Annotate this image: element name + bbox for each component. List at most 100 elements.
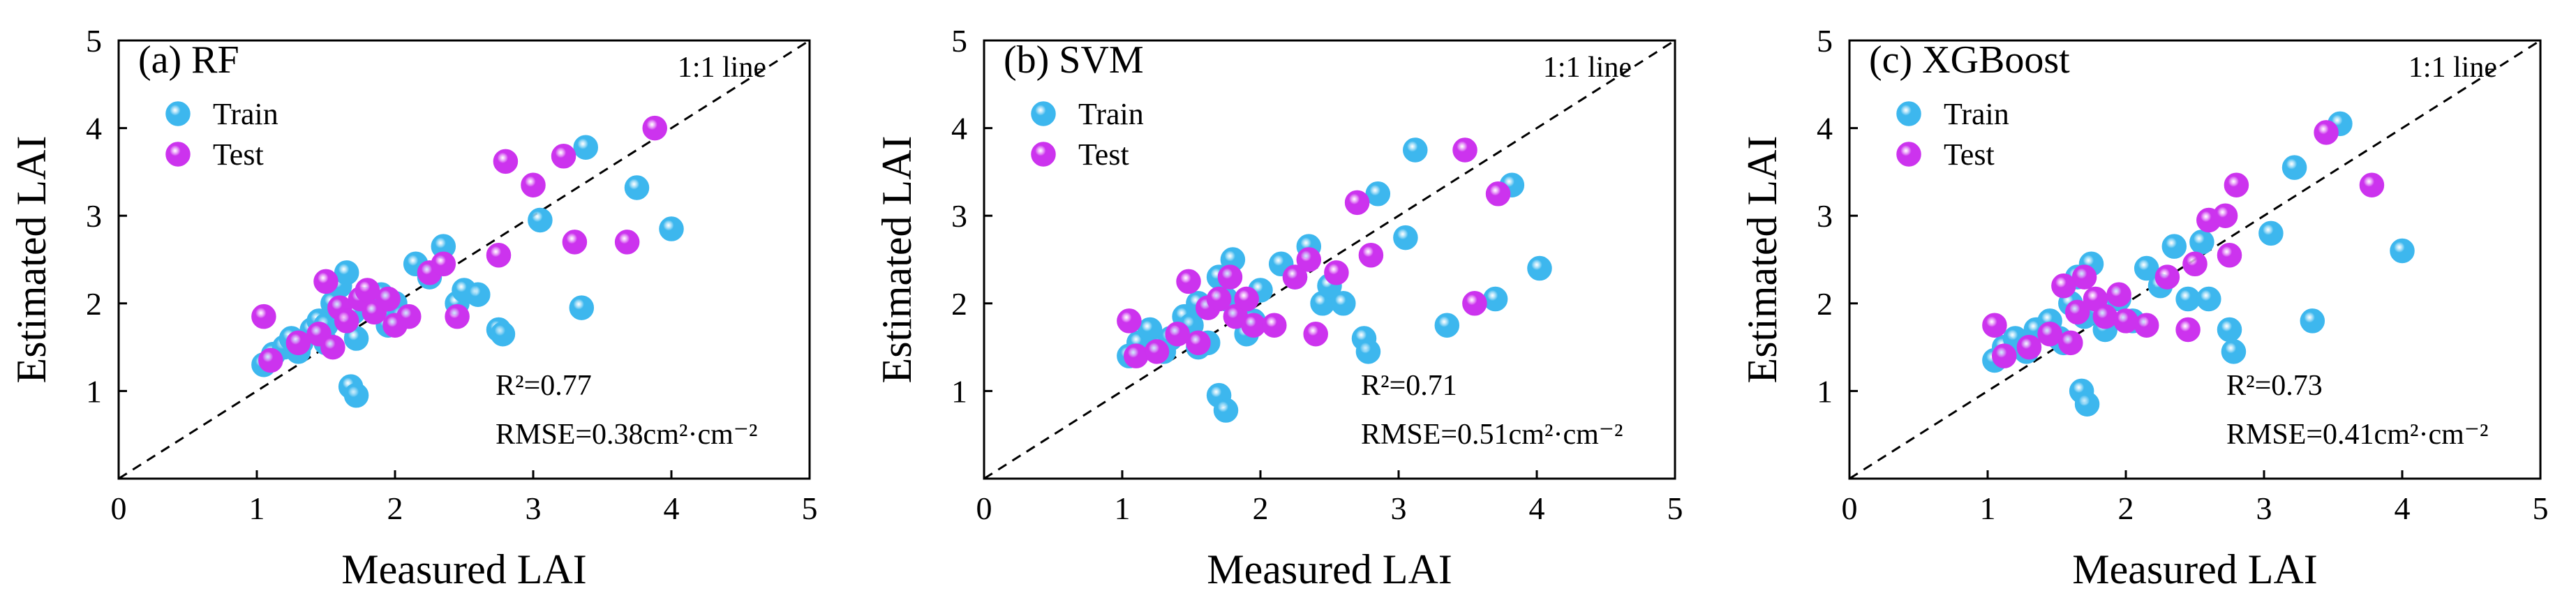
data-point-test (2051, 273, 2076, 299)
y-axis-label: Estimated LAI (874, 136, 920, 384)
panel-svm: 0 1 2 3 4 5 1 2 3 4 5 Measured LAI Estimated LAI (b) … (874, 23, 1683, 592)
plot-frame (1848, 39, 2542, 480)
data-point-train (2161, 234, 2187, 259)
legend-marker-train (165, 101, 191, 126)
data-point-test (320, 334, 345, 360)
y-tick-label: 1 (951, 373, 967, 409)
data-point-train (573, 135, 598, 160)
data-point-test (285, 330, 311, 356)
series-test (1117, 137, 1511, 368)
data-point-test (1296, 247, 1322, 272)
legend-label-train: Train (1078, 97, 1144, 131)
data-point-test (1452, 137, 1477, 163)
x-tick-label: 3 (1391, 491, 1407, 526)
data-point-test (334, 308, 359, 334)
data-point-test (396, 304, 422, 329)
x-tick-label: 1 (249, 491, 265, 526)
data-point-train (2074, 391, 2100, 417)
y-tick-label: 3 (951, 198, 967, 234)
plot-frame (117, 39, 811, 480)
data-point-test (551, 144, 576, 169)
y-axis-label: Estimated LAI (1739, 136, 1785, 384)
series-train (251, 135, 684, 408)
data-point-test (1262, 313, 1287, 338)
x-tick-label: 4 (664, 491, 680, 526)
series-test (1982, 120, 2385, 368)
data-point-test (2058, 330, 2083, 356)
x-tick-label: 2 (1253, 491, 1269, 526)
data-point-test (2071, 264, 2097, 290)
x-tick-label: 2 (387, 491, 403, 526)
data-point-train (1331, 291, 1356, 316)
data-point-test (2217, 242, 2242, 268)
data-point-test (2106, 282, 2131, 307)
x-tick-label: 5 (1667, 491, 1683, 526)
data-point-test (1485, 181, 1511, 207)
data-point-train (1527, 255, 1552, 281)
data-point-test (1234, 286, 1259, 312)
y-tick-label: 5 (1817, 23, 1833, 59)
data-point-test (1358, 242, 1384, 268)
data-point-test (521, 172, 546, 197)
data-point-test (2064, 299, 2090, 325)
rmse-annotation: RMSE=0.51cm²·cm⁻² (1361, 419, 1623, 451)
data-point-test (1462, 291, 1487, 316)
data-point-train (490, 322, 516, 347)
r2-annotation: R²=0.71 (1361, 370, 1457, 402)
data-point-train (2196, 286, 2221, 312)
data-point-test (2092, 304, 2118, 329)
legend-marker-test (1031, 142, 1056, 167)
legend-label-test: Test (1944, 137, 1995, 172)
data-point-test (445, 304, 470, 329)
x-tick-label: 0 (976, 491, 992, 526)
data-point-train (334, 260, 359, 285)
legend-marker-train (1896, 101, 1921, 126)
data-point-train (1355, 339, 1381, 364)
x-tick-label: 5 (2533, 491, 2549, 526)
data-point-train (1213, 398, 1239, 423)
rmse-annotation: RMSE=0.41cm²·cm⁻² (2226, 419, 2489, 451)
data-point-test (2175, 317, 2201, 343)
data-point-test (1206, 286, 1232, 312)
panel-title: (c) XGBoost (1869, 38, 2070, 82)
data-point-train (2189, 230, 2214, 255)
data-point-test (2224, 172, 2249, 197)
data-point-train (569, 295, 595, 320)
data-point-test (2037, 322, 2062, 347)
data-point-test (355, 278, 380, 303)
x-tick-label: 0 (111, 491, 127, 526)
data-point-train (2217, 317, 2242, 343)
plot-frame (983, 39, 1676, 480)
y-axis-label: Estimated LAI (8, 136, 54, 384)
data-point-test (486, 242, 512, 268)
data-point-test (1324, 260, 1349, 285)
data-point-train (466, 282, 491, 307)
x-tick-label: 4 (2395, 491, 2411, 526)
data-point-test (493, 149, 519, 174)
legend-label-train: Train (213, 97, 278, 131)
y-tick-label: 2 (1817, 286, 1833, 322)
x-tick-label: 5 (802, 491, 818, 526)
data-point-test (1117, 308, 1142, 334)
panel-xgboost: 0 1 2 3 4 5 1 2 3 4 5 Measured LAI Estimated LAI (c) … (1739, 23, 2549, 592)
panel-title: (b) SVM (1004, 38, 1144, 82)
y-tick-label: 3 (86, 198, 102, 234)
y-tick-label: 4 (951, 111, 967, 147)
reference-line-label: 1:1 line (678, 52, 766, 84)
data-point-train (1365, 181, 1391, 207)
data-point-train (2281, 155, 2307, 180)
y-tick-label: 3 (1817, 198, 1833, 234)
data-point-test (2113, 308, 2138, 334)
data-point-test (614, 230, 640, 255)
data-point-train (2258, 220, 2284, 246)
x-axis-label: Measured LAI (2072, 546, 2318, 592)
data-point-test (2016, 334, 2042, 360)
data-point-test (2154, 264, 2180, 290)
y-tick-label: 2 (951, 286, 967, 322)
data-point-test (251, 304, 276, 329)
data-point-test (431, 251, 456, 277)
x-tick-label: 2 (2118, 491, 2134, 526)
data-point-train (2175, 286, 2201, 312)
data-point-test (1176, 269, 1201, 294)
